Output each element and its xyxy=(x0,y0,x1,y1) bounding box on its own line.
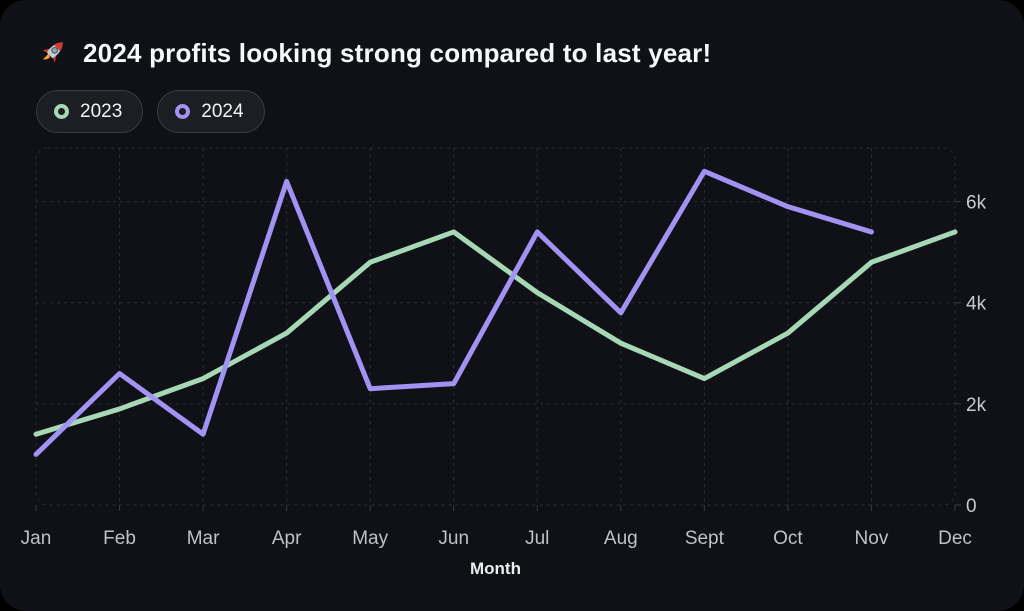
x-tick-label: Aug xyxy=(604,528,638,549)
chart-header: 2024 profits looking strong compared to … xyxy=(36,36,711,70)
x-tick-label: Oct xyxy=(773,528,803,549)
series-line-2024 xyxy=(33,168,874,457)
plot-border xyxy=(35,147,956,506)
x-tick-label: May xyxy=(352,528,388,549)
legend-pill-2024[interactable]: 2024 xyxy=(157,90,265,133)
series-line-2023 xyxy=(33,229,958,437)
rocket-icon xyxy=(42,42,63,63)
x-tick-label: Dec xyxy=(938,528,972,549)
x-tick-label: Feb xyxy=(103,528,136,549)
chart-legend: 2023 2024 xyxy=(36,90,265,133)
x-tick-label: Nov xyxy=(855,528,889,549)
y-tick-label: 6k xyxy=(966,193,987,214)
legend-label-2024: 2024 xyxy=(201,100,244,122)
y-tick-label: 4k xyxy=(966,294,987,315)
x-tick-label: Sept xyxy=(685,528,725,549)
x-tick-label: Mar xyxy=(187,528,220,549)
x-axis-title: Month xyxy=(470,559,521,578)
y-tick-label: 0 xyxy=(966,496,977,517)
legend-label-2023: 2023 xyxy=(80,100,123,122)
series-2023-ring-icon xyxy=(54,104,69,119)
y-tick-label: 2k xyxy=(966,395,987,416)
legend-pill-2023[interactable]: 2023 xyxy=(36,90,144,133)
series-2024-ring-icon xyxy=(175,104,191,119)
x-tick-label: Jan xyxy=(21,528,52,549)
page-title: 2024 profits looking strong compared to … xyxy=(83,37,712,68)
x-tick-label: Jun xyxy=(438,528,469,549)
x-tick-label: Apr xyxy=(272,528,302,549)
x-tick-label: Jul xyxy=(525,528,549,549)
